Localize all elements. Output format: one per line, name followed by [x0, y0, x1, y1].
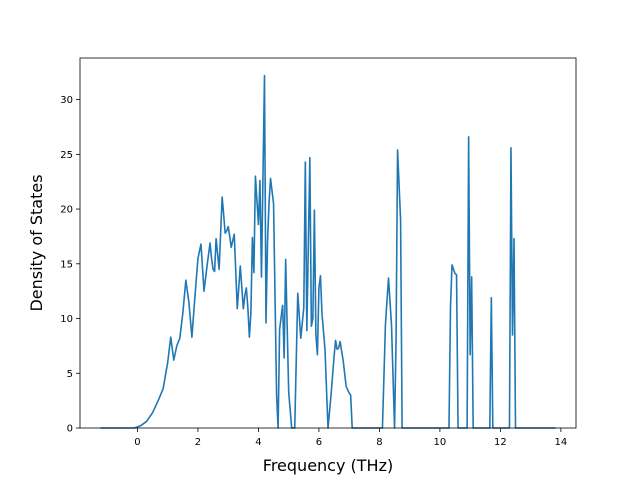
x-tick-label: 6: [316, 437, 322, 448]
x-tick-label: 0: [134, 437, 140, 448]
dos-series-line: [100, 74, 556, 429]
y-tick-label: 5: [67, 369, 73, 380]
y-axis-label: Density of States: [27, 174, 46, 311]
x-axis-ticks: 0 2 4 6 8 10 12 14: [134, 428, 567, 448]
y-tick-label: 20: [60, 205, 73, 216]
x-tick-label: 4: [255, 437, 261, 448]
plot-series: [100, 74, 556, 429]
y-tick-label: 15: [60, 259, 73, 270]
y-tick-label: 25: [60, 150, 73, 161]
plot-area-frame: [79, 57, 577, 429]
x-tick-label: 12: [494, 437, 507, 448]
x-tick-label: 2: [195, 437, 201, 448]
x-tick-label: 10: [434, 437, 447, 448]
y-tick-label: 0: [67, 424, 73, 435]
x-tick-label: 14: [555, 437, 568, 448]
x-axis-label: Frequency (THz): [263, 456, 393, 475]
y-axis-ticks: 0 5 10 15 20 25 30: [60, 95, 80, 435]
y-tick-label: 30: [60, 95, 73, 106]
x-tick-label: 8: [376, 437, 382, 448]
y-tick-label: 10: [60, 314, 73, 325]
